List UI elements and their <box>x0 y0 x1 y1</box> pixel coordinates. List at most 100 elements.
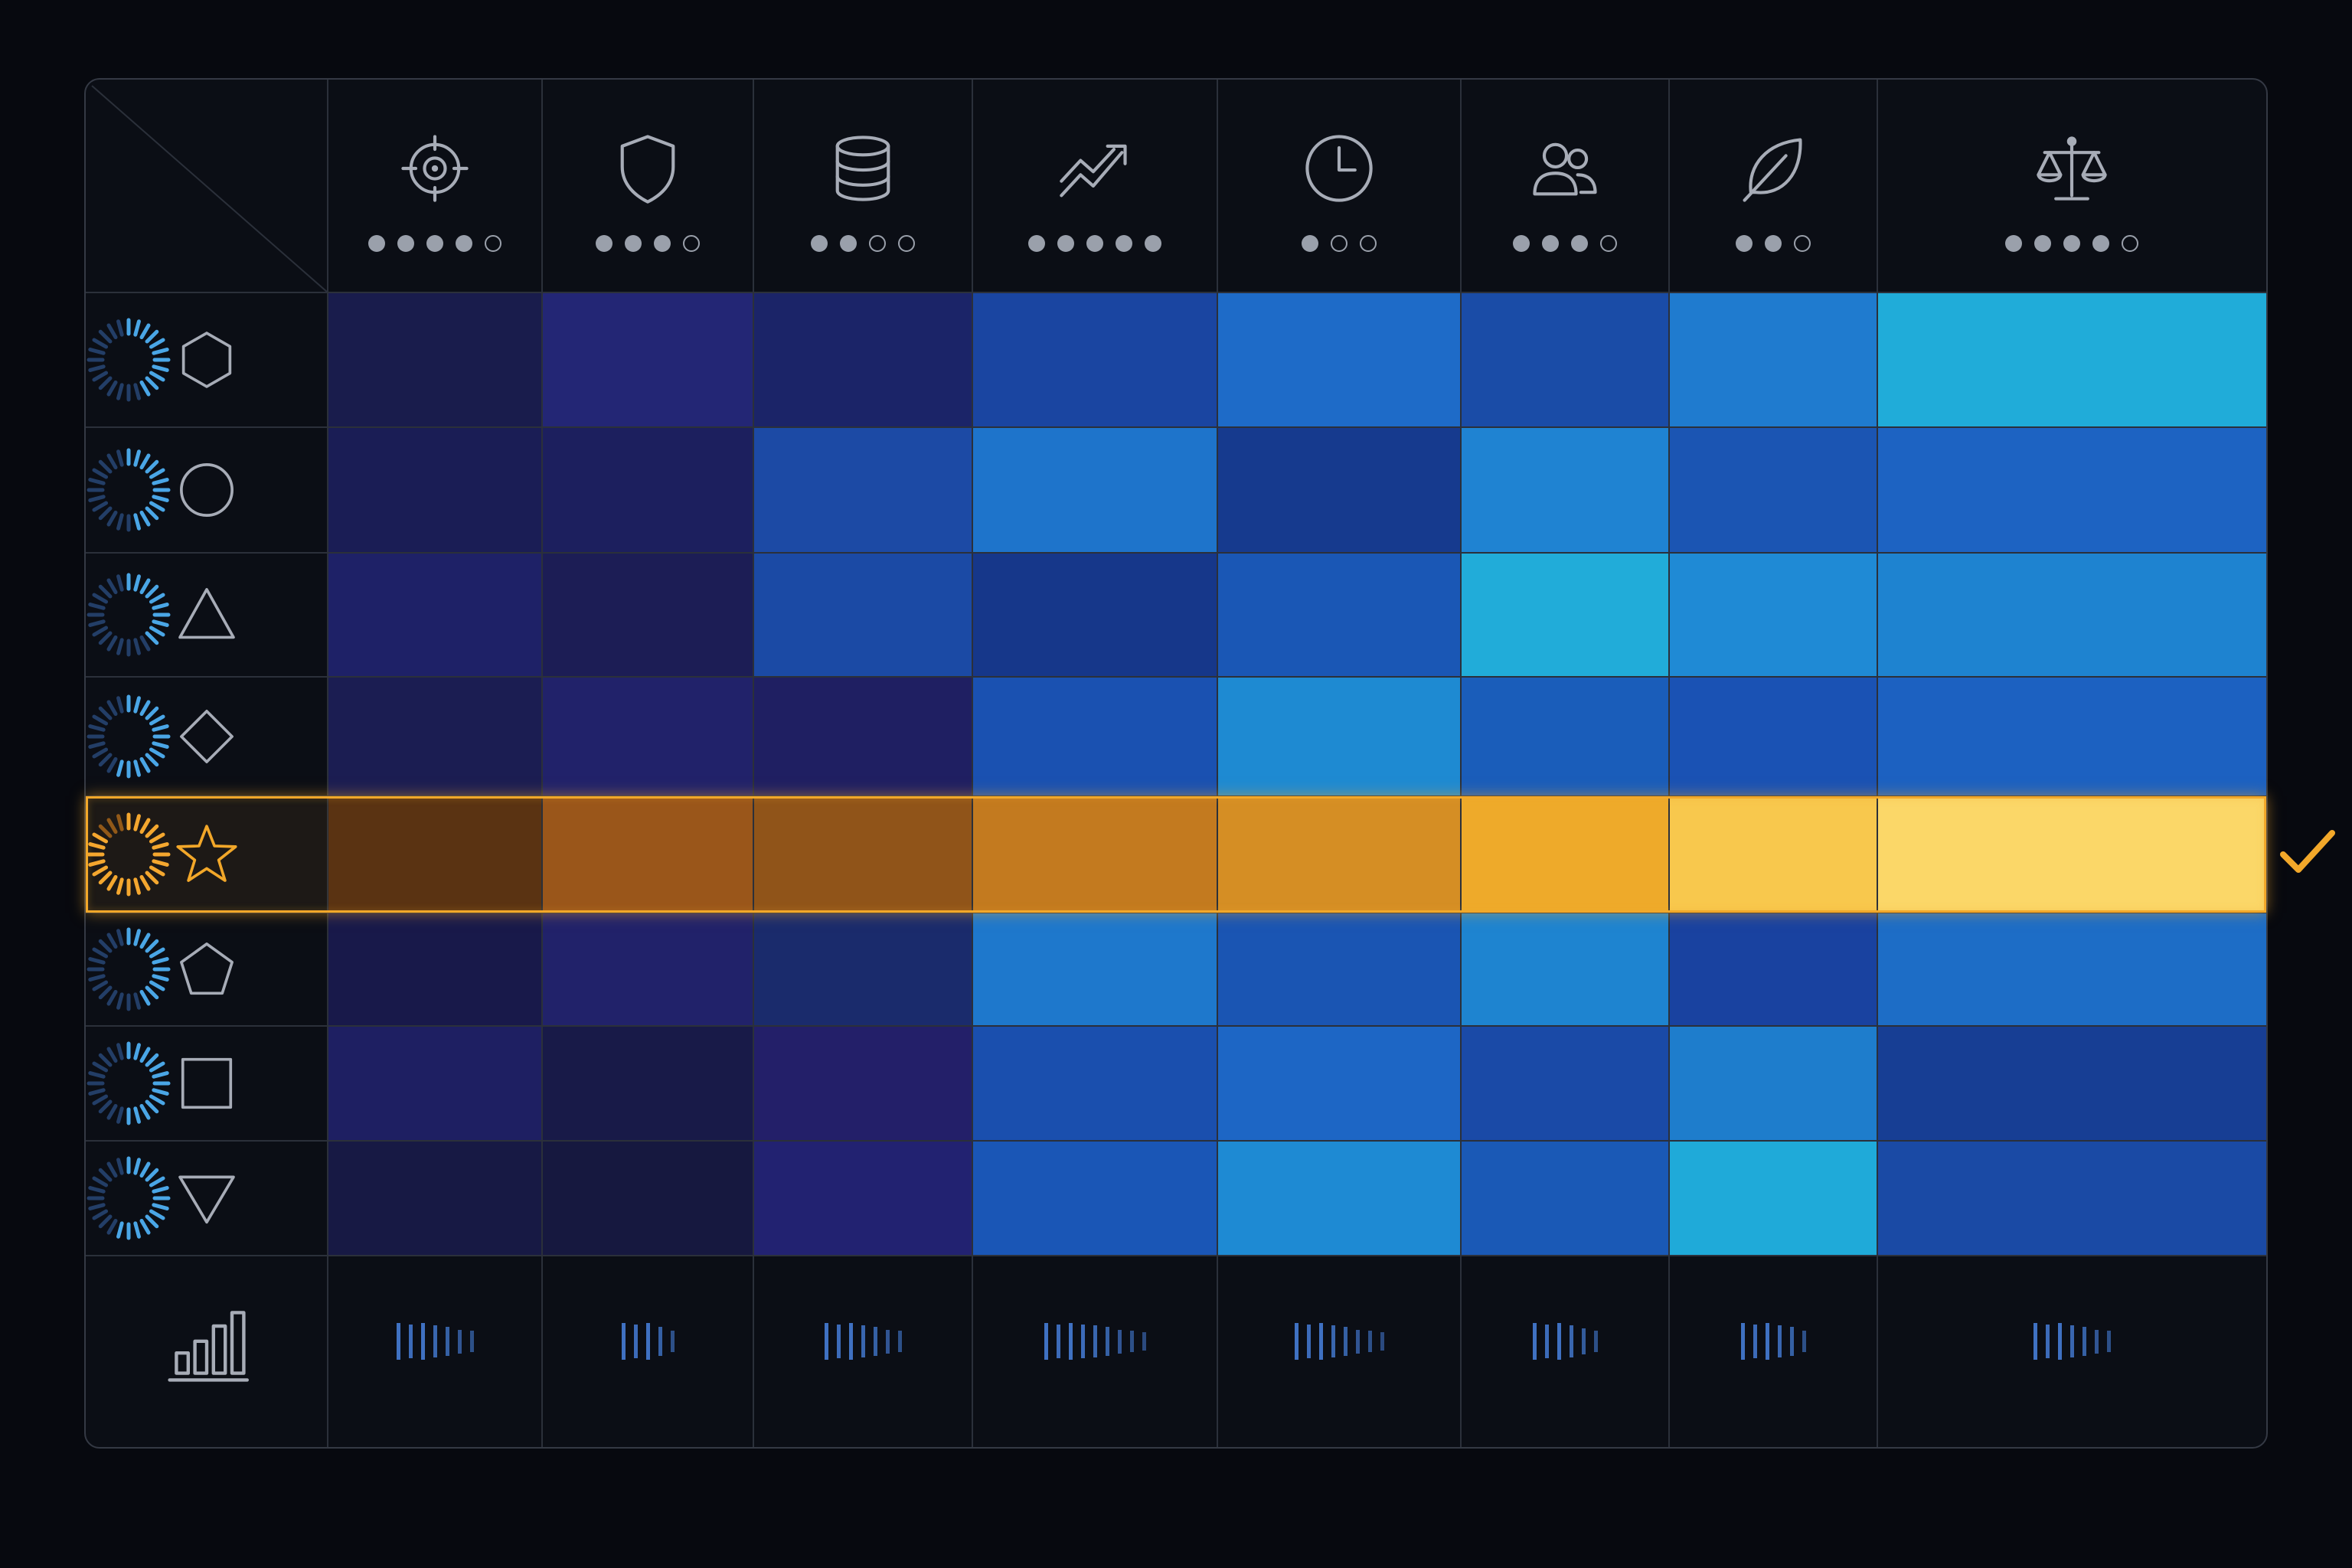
heatmap-cell[interactable] <box>1217 427 1461 553</box>
hexagon-icon[interactable] <box>172 325 242 395</box>
heatmap-cell[interactable] <box>972 796 1217 913</box>
heatmap-cell[interactable] <box>328 292 542 427</box>
rating-dot-empty <box>683 235 700 252</box>
heatmap-cell[interactable] <box>1217 796 1461 913</box>
column-divider <box>972 80 973 1447</box>
heatmap-cell[interactable] <box>1669 677 1877 796</box>
checkmark-icon <box>2277 825 2338 884</box>
row-divider <box>86 426 2266 428</box>
sparkline-bar <box>445 1327 449 1356</box>
heatmap-cell[interactable] <box>1669 1026 1877 1141</box>
rating-dot-filled <box>625 235 642 252</box>
heatmap-cell[interactable] <box>1877 427 2266 553</box>
heatmap-cell[interactable] <box>542 1141 753 1256</box>
sparkline-bar <box>2106 1331 2111 1352</box>
sparkline-bar <box>861 1325 865 1357</box>
star-icon[interactable] <box>172 819 242 890</box>
heatmap-cell[interactable] <box>1461 553 1669 677</box>
heatmap-cell[interactable] <box>1669 292 1877 427</box>
rating-dot-filled <box>456 235 472 252</box>
heatmap-cell[interactable] <box>972 292 1217 427</box>
heatmap-cell[interactable] <box>542 796 753 913</box>
heatmap-cell[interactable] <box>328 427 542 553</box>
triangle-down-icon[interactable] <box>172 1163 242 1233</box>
heatmap-cell[interactable] <box>1461 292 1669 427</box>
heatmap-cell[interactable] <box>1877 1026 2266 1141</box>
progress-ring <box>86 926 172 1012</box>
heatmap-cell[interactable] <box>753 677 972 796</box>
heatmap-cell[interactable] <box>328 796 542 913</box>
heatmap-cell[interactable] <box>328 677 542 796</box>
heatmap-cell[interactable] <box>972 427 1217 553</box>
heatmap-cell[interactable] <box>1877 677 2266 796</box>
heatmap-cell[interactable] <box>1217 1141 1461 1256</box>
sparkline-bar <box>420 1323 425 1360</box>
rating-dot-filled <box>1057 235 1074 252</box>
heatmap-cell[interactable] <box>1669 796 1877 913</box>
shield-icon <box>608 129 688 208</box>
pentagon-icon[interactable] <box>172 934 242 1004</box>
heatmap-cell[interactable] <box>542 292 753 427</box>
heatmap-cell[interactable] <box>1669 913 1877 1026</box>
heatmap-cell[interactable] <box>1669 427 1877 553</box>
heatmap-cell[interactable] <box>1461 796 1669 913</box>
heatmap-cell[interactable] <box>1461 677 1669 796</box>
heatmap-cell[interactable] <box>1877 796 2266 913</box>
sparkline-bar <box>1802 1331 1806 1352</box>
heatmap-cell[interactable] <box>542 677 753 796</box>
heatmap-cell[interactable] <box>1461 1026 1669 1141</box>
square-icon[interactable] <box>172 1048 242 1119</box>
heatmap-cell[interactable] <box>542 1026 753 1141</box>
heatmap-cell[interactable] <box>1461 427 1669 553</box>
rating-dot-empty <box>485 235 501 252</box>
heatmap-cell[interactable] <box>972 677 1217 796</box>
heatmap-cell[interactable] <box>972 1141 1217 1256</box>
heatmap-cell[interactable] <box>753 292 972 427</box>
heatmap-cell[interactable] <box>972 553 1217 677</box>
sparkline-bar <box>633 1324 638 1359</box>
heatmap-cell[interactable] <box>542 913 753 1026</box>
heatmap-cell[interactable] <box>753 796 972 913</box>
heatmap-cell[interactable] <box>1669 553 1877 677</box>
heatmap-cell[interactable] <box>1461 913 1669 1026</box>
heatmap-cell[interactable] <box>972 913 1217 1026</box>
heatmap-cell[interactable] <box>753 1026 972 1141</box>
heatmap-cell[interactable] <box>753 427 972 553</box>
heatmap-cell[interactable] <box>1461 1141 1669 1256</box>
heatmap-cell[interactable] <box>542 427 753 553</box>
heatmap-cell[interactable] <box>328 913 542 1026</box>
heatmap-cell[interactable] <box>328 1026 542 1141</box>
heatmap-cell[interactable] <box>1217 1026 1461 1141</box>
sparkline-bar <box>469 1331 474 1352</box>
heatmap-cell[interactable] <box>542 553 753 677</box>
heatmap-cell[interactable] <box>328 553 542 677</box>
heatmap-cell[interactable] <box>1217 553 1461 677</box>
heatmap-cell[interactable] <box>1217 292 1461 427</box>
heatmap-cell[interactable] <box>1217 913 1461 1026</box>
heatmap-cell[interactable] <box>753 553 972 677</box>
bar-chart-icon[interactable] <box>165 1301 249 1385</box>
column-divider <box>1668 80 1670 1447</box>
sparkline-bar <box>1569 1325 1573 1357</box>
sparkline-bar <box>1740 1323 1745 1360</box>
sparkline-bar <box>1294 1323 1298 1360</box>
heatmap-cell[interactable] <box>328 1141 542 1256</box>
circle-icon[interactable] <box>172 455 242 525</box>
diamond-icon[interactable] <box>172 701 242 772</box>
heatmap-cell[interactable] <box>753 913 972 1026</box>
heatmap-cell[interactable] <box>1217 677 1461 796</box>
heatmap-cell[interactable] <box>1877 1141 2266 1256</box>
heatmap-cell[interactable] <box>753 1141 972 1256</box>
progress-ring <box>86 447 172 533</box>
heatmap-cell[interactable] <box>1877 913 2266 1026</box>
heatmap-cell[interactable] <box>972 1026 1217 1141</box>
rating-dot-filled <box>654 235 671 252</box>
triangle-icon[interactable] <box>172 580 242 650</box>
heatmap-cell[interactable] <box>1669 1141 1877 1256</box>
sparkline-bar <box>1753 1324 1757 1359</box>
sparkline-bar <box>2045 1324 2050 1359</box>
heatmap-cell[interactable] <box>1877 292 2266 427</box>
rating-dot-filled <box>426 235 443 252</box>
sparkline-bar <box>897 1331 902 1352</box>
heatmap-cell[interactable] <box>1877 553 2266 677</box>
